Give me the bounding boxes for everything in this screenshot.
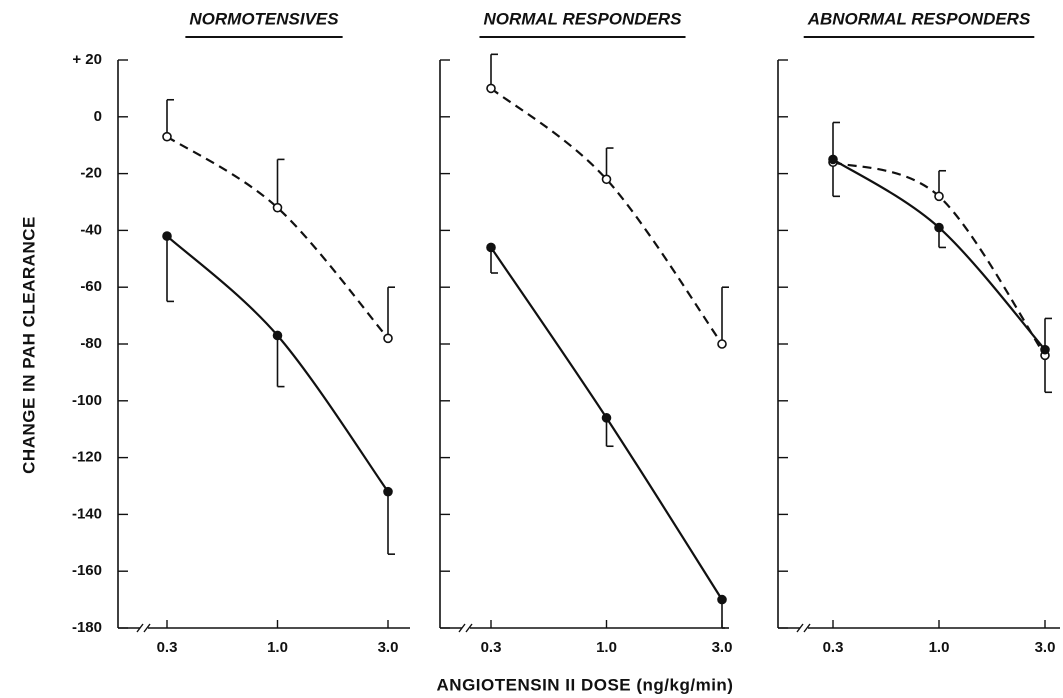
panel-title: ABNORMAL RESPONDERS bbox=[807, 9, 1031, 28]
data-point bbox=[601, 413, 612, 423]
y-tick-label: 0 bbox=[94, 108, 102, 125]
y-tick-label: -80 bbox=[80, 335, 102, 352]
series-line bbox=[166, 135, 389, 340]
y-axis-label: CHANGE IN PAH CLEARANCE bbox=[19, 216, 38, 474]
x-tick-label: 1.0 bbox=[929, 639, 950, 656]
x-tick-label: 3.0 bbox=[1035, 639, 1056, 656]
x-axis-label: ANGIOTENSIN II DOSE (ng/kg/min) bbox=[437, 675, 734, 694]
series-line bbox=[490, 87, 723, 345]
y-tick-label: -160 bbox=[72, 562, 102, 579]
panel-title: NORMOTENSIVES bbox=[189, 9, 339, 28]
data-point bbox=[601, 174, 612, 185]
panel-title: NORMAL RESPONDERS bbox=[483, 9, 682, 28]
data-point bbox=[272, 330, 283, 341]
data-point bbox=[934, 191, 944, 202]
axis-break bbox=[143, 623, 151, 633]
x-tick-label: 0.3 bbox=[481, 639, 502, 656]
data-point bbox=[272, 202, 283, 213]
axis-break bbox=[803, 623, 811, 633]
y-tick-label: -60 bbox=[80, 278, 102, 295]
y-tick-label: -100 bbox=[72, 392, 102, 409]
axis-break bbox=[796, 623, 804, 633]
y-tick-label: -140 bbox=[72, 505, 102, 522]
data-point bbox=[383, 486, 393, 497]
x-tick-label: 1.0 bbox=[596, 639, 617, 656]
data-point bbox=[486, 83, 496, 94]
x-tick-label: 0.3 bbox=[823, 639, 844, 656]
series-line bbox=[832, 161, 1046, 356]
y-tick-label: -20 bbox=[80, 165, 102, 182]
data-point bbox=[717, 594, 727, 605]
data-point bbox=[934, 222, 944, 233]
data-point bbox=[1040, 344, 1050, 355]
data-point bbox=[162, 131, 172, 142]
axis-break bbox=[136, 623, 144, 633]
y-tick-label: -40 bbox=[80, 221, 102, 238]
x-tick-label: 3.0 bbox=[378, 639, 399, 656]
y-tick-label: + 20 bbox=[72, 51, 102, 68]
data-point bbox=[828, 154, 838, 165]
axis-break bbox=[458, 623, 466, 633]
x-tick-label: 3.0 bbox=[712, 639, 733, 656]
y-tick-label: -120 bbox=[72, 449, 102, 466]
data-point bbox=[383, 333, 393, 344]
axis-break bbox=[465, 623, 473, 633]
data-point bbox=[486, 242, 496, 253]
data-point bbox=[162, 231, 172, 241]
x-tick-label: 1.0 bbox=[267, 639, 288, 656]
x-tick-label: 0.3 bbox=[157, 639, 178, 656]
data-point bbox=[717, 339, 727, 349]
y-tick-label: -180 bbox=[72, 619, 102, 636]
